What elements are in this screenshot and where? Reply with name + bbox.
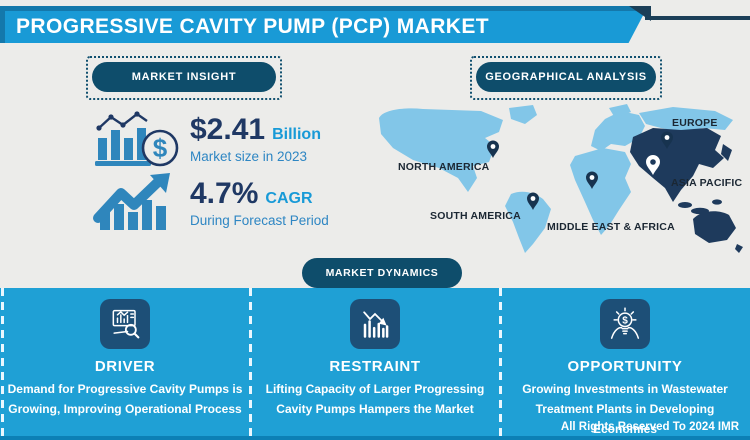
opportunity-card: $ OPPORTUNITY Growing Investments in Was… [500,288,750,440]
market-size-text: $2.41 Billion Market size in 2023 [190,114,321,164]
market-size-caption: Market size in 2023 [190,148,308,164]
restraint-description: Lifting Capacity of Larger Progressing C… [265,382,485,416]
market-size-stat: $ $2.41 Billion Market size in 2023 [92,108,321,170]
market-insight-badge: MARKET INSIGHT [92,62,276,92]
panel-divider-1 [249,288,252,440]
restraint-card: RESTRAINT Lifting Capacity of Larger Pro… [250,288,500,440]
map-pins [487,131,673,210]
page-title: PROGRESSIVE CAVITY PUMP (PCP) MARKET [16,14,489,38]
region-label-asia-pacific: ASIA PACIFIC [671,177,743,189]
driver-description: Demand for Progressive Cavity Pumps is G… [7,382,243,416]
ribbon-tail-line [645,16,750,20]
map-pin-south-america [527,192,539,210]
growth-arrow-icon [93,173,170,230]
map-pin-north-america [487,140,499,158]
presentation-chart-magnifier-icon [112,309,140,339]
cagr-caption: During Forecast Period [190,212,329,228]
header-ribbon: PROGRESSIVE CAVITY PUMP (PCP) MARKET [0,6,648,43]
market-size-unit: Billion [272,126,321,144]
geographical-analysis-badge-box: GEOGRAPHICAL ANALYSIS [470,56,662,100]
market-size-value: $2.41 [190,113,266,147]
map-light-continents [379,104,733,253]
market-dynamics-badge: MARKET DYNAMICS [302,258,462,288]
bulb-dollar-icon: $ [610,307,640,339]
opportunity-title: OPPORTUNITY [567,358,683,375]
region-label-south-america: SOUTH AMERICA [430,210,521,222]
opportunity-description: Growing Investments in Wastewater Treatm… [522,382,728,436]
panel-left-dashed-edge [1,288,4,440]
driver-card: DRIVER Demand for Progressive Cavity Pum… [0,288,250,440]
driver-title: DRIVER [94,358,156,375]
copyright-text: All Rights Reserved To 2024 IMR [560,421,739,433]
opportunity-icon-tile: $ [600,299,650,349]
geographical-analysis-badge: GEOGRAPHICAL ANALYSIS [476,62,656,92]
map-pin-asia-pacific [646,155,660,175]
restraint-icon-tile [350,299,400,349]
svg-text:$: $ [622,316,628,327]
map-pin-middle-east-africa [586,171,598,189]
world-map-svg [379,104,743,253]
driver-icon-tile [100,299,150,349]
region-label-north-america: NORTH AMERICA [398,161,490,173]
restraint-title: RESTRAINT [329,358,421,375]
region-label-middle-east-africa: MIDDLE EAST & AFRICA [547,221,675,233]
bottom-accent-strip [0,436,750,440]
cagr-unit: CAGR [265,190,313,208]
svg-text:$: $ [153,133,168,163]
bar-chart-dollar-icon: $ [95,111,179,167]
market-dynamics-panel: DRIVER Demand for Progressive Cavity Pum… [0,288,750,440]
panel-divider-2 [499,288,502,440]
map-pin-europe [661,131,673,149]
region-label-europe: EUROPE [672,117,718,129]
map-dark-regions [630,128,743,253]
world-map [363,102,747,256]
declining-chart-icon [363,311,389,338]
cagr-text: 4.7% CAGR During Forecast Period [190,178,329,228]
market-insight-badge-box: MARKET INSIGHT [86,56,282,100]
cagr-stat: 4.7% CAGR During Forecast Period [92,172,329,234]
cagr-value: 4.7% [190,177,259,211]
